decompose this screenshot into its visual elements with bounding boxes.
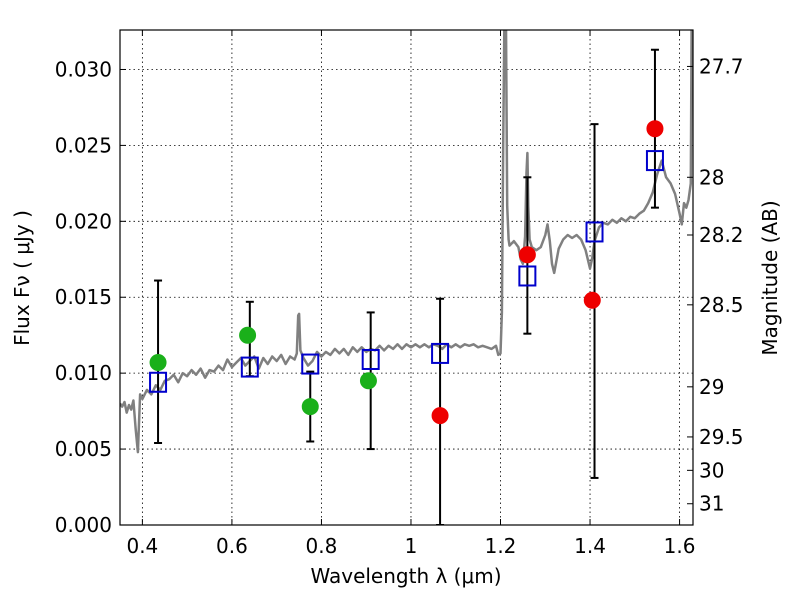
- x-tick-label: 1.4: [574, 534, 606, 558]
- y-tick-label: 0.000: [55, 513, 112, 537]
- blue-square-marker: [301, 353, 320, 375]
- y2-tick-label: 28.2: [699, 223, 744, 247]
- green-circle-marker: [359, 372, 377, 390]
- x-tick-labels: 0.4 0.6 0.8 1 1.2 1.4 1.6: [126, 534, 695, 558]
- red-circle-marker: [431, 407, 449, 425]
- plot-frame: [119, 29, 694, 526]
- blue-square-marker: [518, 265, 537, 287]
- spectrum-line: [120, 30, 693, 454]
- x-tick-label: 1.2: [485, 534, 517, 558]
- y2-tick-label: 31: [699, 492, 724, 516]
- y-tick-labels: 0.000 0.005 0.010 0.015 0.020 0.025 0.030: [55, 57, 112, 537]
- x-tick-label: 0.4: [126, 534, 158, 558]
- y-tick-label: 0.025: [55, 133, 112, 157]
- green-circle-marker: [149, 354, 167, 372]
- green-circle-marker: [301, 398, 319, 416]
- y-tick-label: 0.020: [55, 209, 112, 233]
- y2-tick-labels: 27.7 28 28.2 28.5 29 29.5 30 31: [699, 54, 744, 515]
- tick-layer: [120, 30, 693, 526]
- y2-tick-label: 29.5: [699, 425, 744, 449]
- red-circle-marker: [583, 291, 601, 309]
- red-circle-marker: [646, 120, 664, 138]
- y2-tick-label: 30: [699, 458, 724, 482]
- plot-area: [120, 30, 693, 525]
- x-axis-label: Wavelength λ (μm): [310, 564, 501, 588]
- y2-tick-label: 29: [699, 375, 724, 399]
- x-tick-label: 1: [405, 534, 418, 558]
- blue-square-marker: [645, 150, 664, 172]
- y-axis-label: Flux Fν ( μJy ): [10, 210, 34, 346]
- marker-layer: [149, 120, 664, 425]
- green-circle-marker: [239, 326, 257, 344]
- y2-axis-label: Magnitude (AB): [758, 200, 782, 355]
- blue-square-marker: [361, 348, 380, 370]
- blue-square-marker: [431, 342, 450, 364]
- blue-square-marker: [585, 221, 604, 243]
- blue-square-marker: [240, 356, 259, 378]
- x-tick-label: 0.8: [306, 534, 338, 558]
- y-tick-label: 0.005: [55, 437, 112, 461]
- x-tick-label: 0.6: [216, 534, 248, 558]
- y2-tick-label: 28: [699, 165, 724, 189]
- y-tick-label: 0.010: [55, 361, 112, 385]
- y2-tick-label: 28.5: [699, 293, 744, 317]
- y2-tick-label: 27.7: [699, 54, 744, 78]
- x-tick-label: 1.6: [664, 534, 696, 558]
- y-tick-label: 0.015: [55, 285, 112, 309]
- blue-square-marker: [149, 371, 168, 393]
- red-circle-marker: [518, 246, 536, 264]
- y-tick-label: 0.030: [55, 57, 112, 81]
- spectrum-layer: [120, 30, 693, 454]
